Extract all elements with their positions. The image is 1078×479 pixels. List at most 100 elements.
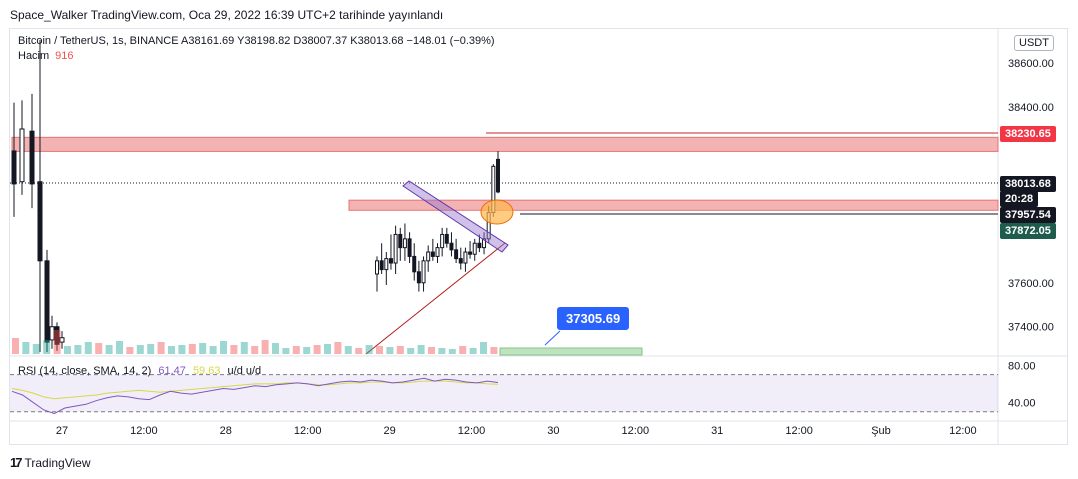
volume-bar bbox=[178, 345, 186, 354]
candle-body bbox=[407, 238, 412, 257]
x-tick-label: 12:00 bbox=[622, 425, 650, 437]
candle-body bbox=[482, 238, 487, 249]
volume-bar bbox=[313, 345, 321, 354]
x-tick-label: Şub bbox=[871, 425, 891, 437]
candle-body bbox=[54, 326, 60, 345]
candle-body bbox=[402, 238, 407, 249]
volume-bar bbox=[407, 348, 415, 354]
x-tick-label: 12:00 bbox=[458, 425, 486, 437]
volume-bar bbox=[126, 347, 134, 354]
brand-label: TradingView bbox=[24, 455, 91, 470]
volume-bar bbox=[261, 340, 269, 354]
volume-bar bbox=[272, 343, 279, 354]
tradingview-brand[interactable]: 17 TradingView bbox=[10, 455, 91, 470]
candle-body bbox=[412, 255, 417, 273]
candle-body bbox=[463, 251, 468, 264]
volume-bar bbox=[199, 343, 207, 354]
volume-bar bbox=[282, 348, 290, 354]
price-tag-zone-bottom: 37872.05 bbox=[1000, 223, 1056, 239]
volume-bar bbox=[74, 345, 82, 354]
volume-bar bbox=[64, 346, 71, 354]
rsi-line bbox=[11, 377, 499, 415]
chart-legend: Bitcoin / TetherUS, 1s, BINANCE A38161.6… bbox=[18, 35, 495, 62]
candle-body bbox=[29, 130, 35, 185]
rsi-sma-line bbox=[11, 380, 499, 400]
candle-body bbox=[472, 242, 477, 255]
volume-bar bbox=[32, 344, 40, 354]
x-tick-label: 12:00 bbox=[949, 425, 977, 437]
candle-body bbox=[59, 337, 65, 343]
volume-bar bbox=[105, 345, 113, 354]
rsi-tick-label: 40.00 bbox=[1008, 397, 1036, 409]
candle-body bbox=[393, 233, 398, 264]
rsi-legend: RSI (14, close, SMA, 14, 2) 61.47 59.63 … bbox=[18, 365, 261, 377]
supply-demand-zone bbox=[348, 199, 999, 211]
candle-body bbox=[375, 260, 379, 275]
volume-bar bbox=[376, 346, 383, 354]
volume-bar bbox=[448, 349, 456, 354]
volume-bar bbox=[459, 346, 467, 354]
volume-bar bbox=[469, 348, 477, 354]
candle-body bbox=[435, 247, 440, 257]
volume-bar bbox=[168, 346, 175, 354]
candle-body bbox=[379, 260, 384, 271]
x-tick-label: 29 bbox=[383, 425, 395, 437]
candle-body bbox=[444, 233, 449, 244]
rsi-label: RSI (14, close, SMA, 14, 2) bbox=[18, 365, 152, 377]
volume-bar bbox=[136, 345, 144, 354]
candle-body bbox=[49, 326, 55, 341]
candle-body bbox=[19, 128, 25, 183]
volume-bar bbox=[344, 346, 352, 354]
y-tick-label: 37600.00 bbox=[1008, 278, 1054, 290]
price-tag-last: 38013.68 bbox=[1000, 176, 1056, 192]
candle-body bbox=[430, 251, 435, 257]
volume-bar bbox=[303, 347, 311, 354]
volume-bar bbox=[12, 338, 19, 354]
candle-body bbox=[468, 251, 473, 255]
currency-button[interactable]: USDT bbox=[1014, 35, 1054, 51]
candle-body bbox=[388, 258, 393, 264]
volume-bar bbox=[324, 344, 331, 354]
volume-bar bbox=[334, 342, 342, 354]
price-tag-countdown: 20:28 bbox=[1000, 191, 1039, 207]
volume-bar bbox=[438, 348, 446, 354]
volume-bar bbox=[188, 344, 196, 354]
candle-body bbox=[458, 258, 463, 264]
x-tick-label: 12:00 bbox=[294, 425, 322, 437]
price-annotation[interactable]: 37305.69 bbox=[557, 307, 630, 330]
annotation-pointer bbox=[544, 330, 561, 346]
candle-body bbox=[496, 158, 500, 193]
rsi-extra: u/d u/d bbox=[227, 365, 262, 377]
volume-bar bbox=[396, 346, 404, 354]
x-tick-label: 27 bbox=[56, 425, 68, 437]
volume-bar bbox=[240, 342, 248, 354]
x-tick-label: 30 bbox=[547, 425, 559, 437]
candle-body bbox=[384, 258, 389, 271]
candle-body bbox=[426, 251, 431, 262]
volume-bar bbox=[480, 342, 487, 354]
volume-bar bbox=[157, 342, 165, 354]
volume-bar bbox=[116, 341, 123, 354]
volume-bar bbox=[147, 344, 155, 354]
range-box bbox=[499, 347, 643, 356]
volume-bar bbox=[365, 345, 373, 354]
supply-demand-zone bbox=[11, 136, 999, 152]
y-tick-label: 38400.00 bbox=[1008, 102, 1054, 114]
volume-bar bbox=[292, 346, 300, 354]
candle-body bbox=[449, 242, 454, 251]
chart-frame bbox=[9, 28, 1068, 445]
volume-bar bbox=[43, 340, 51, 354]
volume-bar bbox=[230, 345, 238, 354]
breakout-highlight-circle bbox=[480, 199, 514, 225]
volume-bar bbox=[53, 330, 61, 354]
x-tick-label: 28 bbox=[220, 425, 232, 437]
volume-bar bbox=[220, 341, 227, 354]
candle-body bbox=[11, 150, 17, 185]
volume-bar bbox=[355, 348, 363, 354]
tradingview-logo-icon: 17 bbox=[10, 455, 23, 470]
volume-bar bbox=[95, 343, 103, 354]
candle-body bbox=[398, 233, 403, 249]
x-tick-label: 12:00 bbox=[785, 425, 813, 437]
volume-legend: Hacim 916 bbox=[18, 50, 495, 62]
